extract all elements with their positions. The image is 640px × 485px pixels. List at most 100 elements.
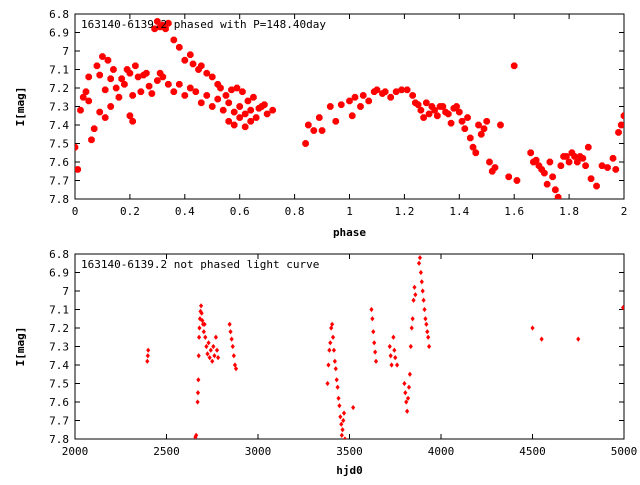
data-point: [620, 112, 624, 120]
axes: 0 0.2 0.4 0.6 0.8 1 1.2 1.4 1.6 1.8 2 6.8 6.9 7 7.1 7.2…: [49, 8, 627, 218]
data-points: [145, 255, 624, 439]
x-tick-label: 0.8: [285, 205, 305, 218]
data-point: [205, 351, 210, 357]
data-point: [101, 114, 109, 121]
data-point: [208, 73, 216, 81]
data-point: [475, 121, 482, 129]
data-point: [403, 86, 411, 94]
phased-light-curve-panel: 0 0.2 0.4 0.6 0.8 1 1.2 1.4 1.6 1.8 2 6.8 6.9 7 7.1 7.2…: [14, 8, 627, 239]
data-point: [195, 390, 201, 396]
data-point: [198, 308, 203, 314]
chart-title: 163140-6139.2 phased with P=148.40day: [81, 18, 326, 31]
data-point: [510, 62, 518, 70]
y-tick-label: 7.1: [49, 304, 69, 317]
x-tick-label: 4500: [519, 445, 546, 458]
data-point: [404, 399, 409, 405]
data-point: [162, 25, 169, 33]
data-point: [203, 334, 208, 340]
x-tick-label: 3000: [245, 445, 272, 458]
y-tick-label: 7.8: [49, 433, 69, 446]
data-point: [339, 432, 344, 438]
data-point: [230, 343, 235, 350]
y-tick-label: 7.5: [49, 138, 69, 151]
data-point: [351, 404, 356, 411]
data-point: [469, 143, 477, 151]
data-point: [129, 92, 136, 99]
data-point: [197, 99, 205, 107]
data-point: [532, 156, 540, 164]
data-point: [337, 403, 342, 409]
data-point: [425, 329, 430, 335]
data-point: [244, 97, 252, 105]
data-point: [413, 292, 418, 298]
data-point: [230, 108, 238, 116]
data-point: [146, 347, 151, 353]
x-tick-label: 0.4: [175, 205, 195, 218]
data-point: [584, 143, 592, 151]
data-point: [75, 166, 82, 173]
data-point: [579, 154, 587, 162]
data-point: [107, 103, 115, 110]
data-point: [148, 90, 156, 97]
data-point: [342, 436, 348, 439]
data-point: [447, 119, 455, 127]
data-point: [175, 43, 183, 51]
y-tick-label: 7.4: [49, 359, 69, 372]
data-point: [340, 427, 345, 433]
data-point: [395, 362, 400, 368]
data-point: [217, 84, 224, 92]
data-point: [372, 340, 377, 346]
data-point: [216, 355, 221, 361]
data-point: [181, 92, 189, 99]
data-point: [546, 158, 554, 166]
data-point: [252, 114, 260, 121]
data-point: [420, 114, 427, 121]
data-point: [330, 334, 336, 340]
data-point: [145, 358, 150, 364]
data-point: [409, 92, 416, 99]
data-point: [331, 347, 337, 353]
y-tick-label: 6.9: [49, 267, 69, 280]
data-point: [310, 127, 318, 134]
data-point: [423, 316, 428, 322]
data-point: [406, 384, 412, 390]
data-point: [387, 343, 392, 350]
data-point: [96, 108, 104, 116]
data-point: [346, 97, 353, 105]
data-point: [505, 173, 513, 181]
data-point: [371, 329, 376, 335]
data-point: [236, 103, 244, 110]
data-point: [99, 53, 106, 60]
data-point: [472, 149, 480, 157]
data-point: [247, 106, 255, 114]
data-point: [208, 103, 216, 110]
data-point: [126, 69, 134, 77]
data-point: [165, 19, 172, 27]
data-point: [483, 117, 491, 125]
data-point: [241, 110, 249, 118]
data-point: [351, 93, 359, 101]
data-point: [197, 62, 205, 70]
data-point: [330, 321, 335, 327]
data-point: [391, 334, 396, 340]
data-point: [464, 114, 471, 121]
y-tick-label: 7.3: [49, 341, 69, 354]
y-tick-label: 7.8: [49, 193, 69, 206]
data-point: [491, 164, 499, 171]
y-tick-label: 7.6: [49, 396, 69, 409]
data-point: [181, 56, 189, 64]
data-point: [365, 97, 373, 105]
data-point: [85, 73, 93, 81]
x-tick-label: 1.2: [394, 205, 414, 218]
data-point: [213, 334, 218, 340]
data-point: [326, 362, 331, 368]
data-point: [195, 399, 200, 405]
data-point: [338, 414, 343, 420]
data-point: [192, 88, 200, 96]
data-point: [199, 303, 204, 309]
data-point: [196, 334, 202, 340]
data-point: [341, 410, 347, 416]
data-point: [477, 130, 485, 138]
data-point: [247, 117, 255, 125]
